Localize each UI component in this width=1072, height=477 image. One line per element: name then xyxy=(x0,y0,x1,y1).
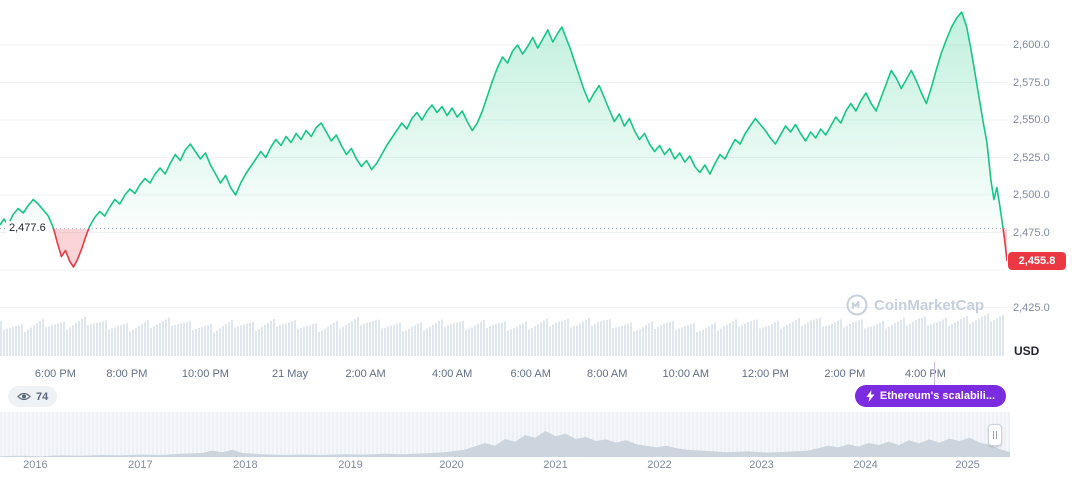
y-axis-label: 2,525.0 xyxy=(1013,151,1050,164)
x-axis: 6:00 PM 8:00 PM 10:00 PM 21 May 2:00 AM 4:00 … xyxy=(0,360,1007,386)
x-axis-label: 2:00 PM xyxy=(824,368,866,380)
lightning-icon xyxy=(866,390,875,402)
news-pill-label: Ethereum's scalabili... xyxy=(879,390,995,402)
x-axis-label: 10:00 AM xyxy=(662,368,709,380)
watermark: CoinMarketCap xyxy=(846,294,984,316)
main-chart-area[interactable]: 2,477.6 CoinMarketCap xyxy=(0,0,1007,360)
y-axis: 2,455.8 USD 2,600.0 2,575.0 2,550.0 2,525.0… xyxy=(1007,0,1072,360)
year-axis-label: 2022 xyxy=(647,459,672,471)
watchers-count: 74 xyxy=(36,390,49,403)
x-axis-label: 8:00 AM xyxy=(587,368,628,380)
current-price-badge: 2,455.8 xyxy=(1008,252,1066,271)
watchers-pill: 74 xyxy=(8,386,58,407)
y-axis-label: 2,425.0 xyxy=(1013,301,1050,314)
y-axis-label: 2,550.0 xyxy=(1013,114,1050,126)
y-axis-label: 2,475.0 xyxy=(1013,226,1050,239)
y-axis-label: 2,500.0 xyxy=(1013,189,1050,201)
timeline-navigator[interactable] xyxy=(0,412,1010,457)
year-axis-label: 2021 xyxy=(543,459,568,471)
y-axis-label: 2,575.0 xyxy=(1013,76,1050,89)
year-axis-label: 2018 xyxy=(233,459,258,471)
reference-price-label: 2,477.6 xyxy=(6,220,49,236)
currency-unit-label: USD xyxy=(1014,344,1040,358)
year-axis-label: 2023 xyxy=(749,459,774,471)
eye-icon xyxy=(17,392,31,401)
x-axis-label: 21 May xyxy=(271,368,309,380)
year-axis-label: 2019 xyxy=(338,459,363,471)
watermark-text: CoinMarketCap xyxy=(874,296,985,314)
x-axis-label: 12:00 PM xyxy=(741,368,789,380)
news-pill-button[interactable]: Ethereum's scalabili... xyxy=(854,385,1006,407)
year-axis-label: 2024 xyxy=(853,459,878,471)
year-axis: 2016 2017 2018 2019 2020 2021 2022 2023 2024 2025 xyxy=(0,457,1072,477)
x-axis-label: 2:00 AM xyxy=(345,368,386,380)
navigator-handle[interactable] xyxy=(988,424,1002,446)
navigator-mini-chart[interactable] xyxy=(0,413,1010,457)
news-event-marker xyxy=(934,362,935,385)
x-axis-label: 6:00 AM xyxy=(510,368,551,380)
year-axis-label: 2016 xyxy=(23,459,48,471)
x-axis-label: 10:00 PM xyxy=(181,368,229,380)
year-axis-label: 2020 xyxy=(439,459,464,471)
x-axis-label: 4:00 PM xyxy=(904,368,946,380)
x-axis-label: 6:00 PM xyxy=(34,368,76,380)
year-axis-label: 2017 xyxy=(128,459,153,471)
year-axis-label: 2025 xyxy=(955,459,980,471)
x-axis-label: 4:00 AM xyxy=(431,368,473,380)
price-area-chart[interactable] xyxy=(0,0,1007,360)
coinmarketcap-logo-icon xyxy=(846,294,868,316)
x-axis-label: 8:00 PM xyxy=(106,368,148,380)
y-axis-label: 2,600.0 xyxy=(1013,39,1050,51)
